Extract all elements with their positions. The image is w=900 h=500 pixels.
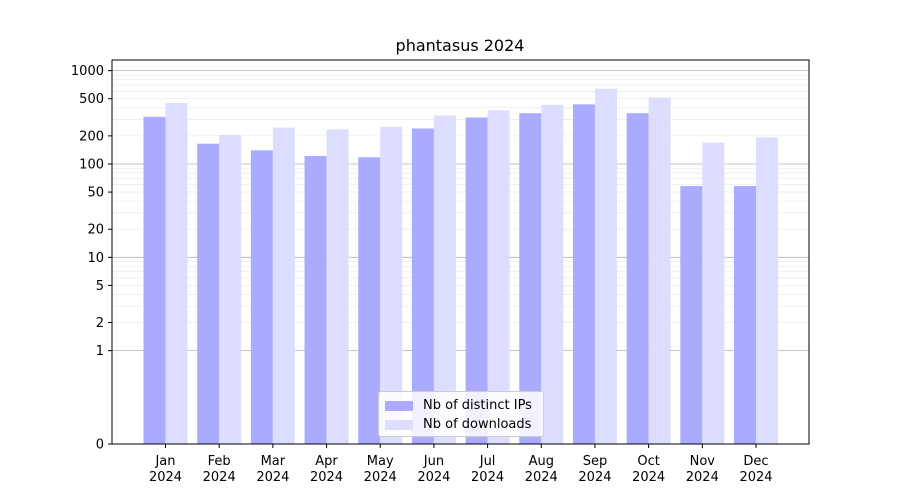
bar-downloads (648, 97, 671, 444)
x-tick-label-year: 2024 (256, 470, 289, 485)
x-tick-label-year: 2024 (364, 470, 397, 485)
x-tick-label-year: 2024 (686, 470, 719, 485)
y-tick-label: 500 (79, 92, 104, 107)
x-tick-label-month: Apr (315, 454, 338, 469)
bar-downloads (756, 137, 778, 445)
bar-downloads (219, 134, 242, 444)
y-tick-label: 1 (96, 344, 104, 359)
bar-distinct-ips (250, 150, 273, 444)
bar-downloads (594, 88, 617, 444)
x-axis: Jan2024Feb2024Mar2024Apr2024May2024Jun20… (149, 444, 773, 485)
bars (143, 88, 778, 445)
bar-downloads (541, 104, 564, 444)
x-tick-label-year: 2024 (578, 470, 611, 485)
bar-downloads (702, 142, 725, 444)
x-tick-label-year: 2024 (310, 470, 343, 485)
x-tick-label-month: Jul (479, 454, 496, 469)
bar-downloads (326, 129, 349, 444)
x-tick-label-month: Nov (690, 454, 716, 469)
x-tick-label-year: 2024 (149, 470, 182, 485)
bar-distinct-ips (680, 186, 703, 444)
x-tick-label-year: 2024 (417, 470, 450, 485)
x-tick-label-month: Jun (423, 454, 444, 469)
x-tick-label-month: Jan (154, 454, 175, 469)
bar-distinct-ips (519, 113, 542, 445)
legend-label: Nb of distinct IPs (423, 398, 532, 413)
y-axis: 0 1 2 5 10 20 50 100 200 500 1000 (71, 64, 112, 453)
x-tick-label-month: Oct (637, 454, 659, 469)
bar-downloads (487, 110, 510, 444)
x-tick-label-year: 2024 (203, 470, 236, 485)
legend-swatch (385, 400, 413, 411)
bar-distinct-ips (734, 186, 756, 444)
y-tick-label: 2 (96, 316, 104, 331)
legend-label: Nb of downloads (423, 417, 532, 432)
legend-entry: Nb of distinct IPs (385, 396, 537, 415)
legend: Nb of distinct IPs Nb of downloads (378, 391, 544, 437)
x-tick-label-month: Aug (529, 454, 554, 469)
bar-downloads (272, 127, 295, 445)
bar-distinct-ips (358, 157, 381, 444)
y-tick-label: 100 (79, 157, 104, 172)
bar-distinct-ips (411, 128, 434, 444)
y-tick-label: 0 (96, 438, 104, 453)
y-tick-label: 10 (87, 251, 104, 266)
x-tick-label-month: May (367, 454, 394, 469)
legend-swatch (385, 419, 413, 430)
bar-distinct-ips (626, 113, 649, 445)
bar-distinct-ips (572, 104, 595, 445)
bar-distinct-ips (465, 117, 488, 445)
x-tick-label-month: Dec (743, 454, 768, 469)
legend-entry: Nb of downloads (385, 415, 537, 434)
chart-title: phantasus 2024 (396, 36, 525, 55)
y-tick-label: 20 (87, 223, 104, 238)
bar-downloads (433, 115, 456, 444)
bar-distinct-ips (197, 143, 220, 444)
x-tick-label-month: Sep (583, 454, 608, 469)
bar-distinct-ips (304, 155, 327, 444)
y-tick-label: 200 (79, 129, 104, 144)
x-tick-label-month: Mar (261, 454, 286, 469)
y-tick-label: 5 (96, 279, 104, 294)
x-tick-label-year: 2024 (739, 470, 772, 485)
x-tick-label-year: 2024 (632, 470, 665, 485)
bar-distinct-ips (143, 116, 166, 445)
x-tick-label-year: 2024 (471, 470, 504, 485)
y-tick-label: 50 (87, 186, 104, 201)
y-tick-label: 1000 (71, 64, 104, 79)
bar-downloads (165, 103, 188, 444)
x-tick-label-year: 2024 (525, 470, 558, 485)
x-tick-label-month: Feb (208, 454, 231, 469)
axes-frame (111, 59, 810, 445)
bar-downloads (380, 126, 403, 444)
